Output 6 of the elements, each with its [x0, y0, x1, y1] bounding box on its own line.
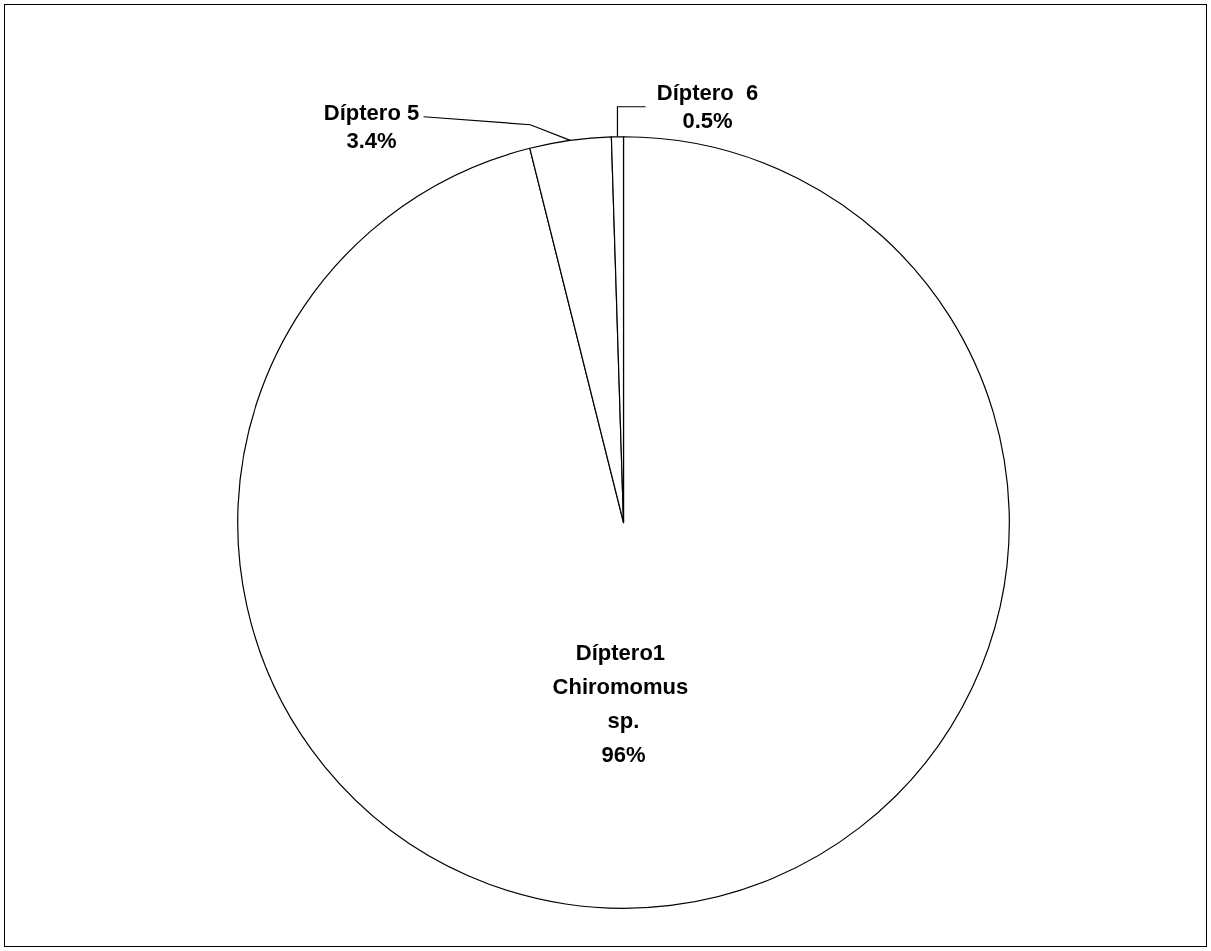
- data-label: 3.4%: [346, 128, 397, 154]
- data-label: 0.5%: [682, 108, 733, 134]
- slice-label: Díptero 5: [323, 100, 420, 126]
- slice-label: Díptero1 Chiromomus sp.: [552, 640, 695, 734]
- data-label: 96%: [601, 742, 646, 768]
- slice-label: Díptero 6: [656, 80, 759, 106]
